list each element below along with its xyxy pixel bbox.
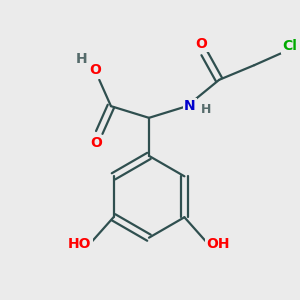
Text: O: O: [89, 64, 101, 77]
Text: Cl: Cl: [282, 39, 297, 53]
Text: H: H: [201, 103, 211, 116]
Text: OH: OH: [206, 237, 230, 251]
Text: O: O: [90, 136, 102, 150]
Text: HO: HO: [68, 237, 92, 251]
Text: N: N: [184, 99, 196, 113]
Text: H: H: [76, 52, 88, 66]
Text: O: O: [196, 37, 208, 51]
